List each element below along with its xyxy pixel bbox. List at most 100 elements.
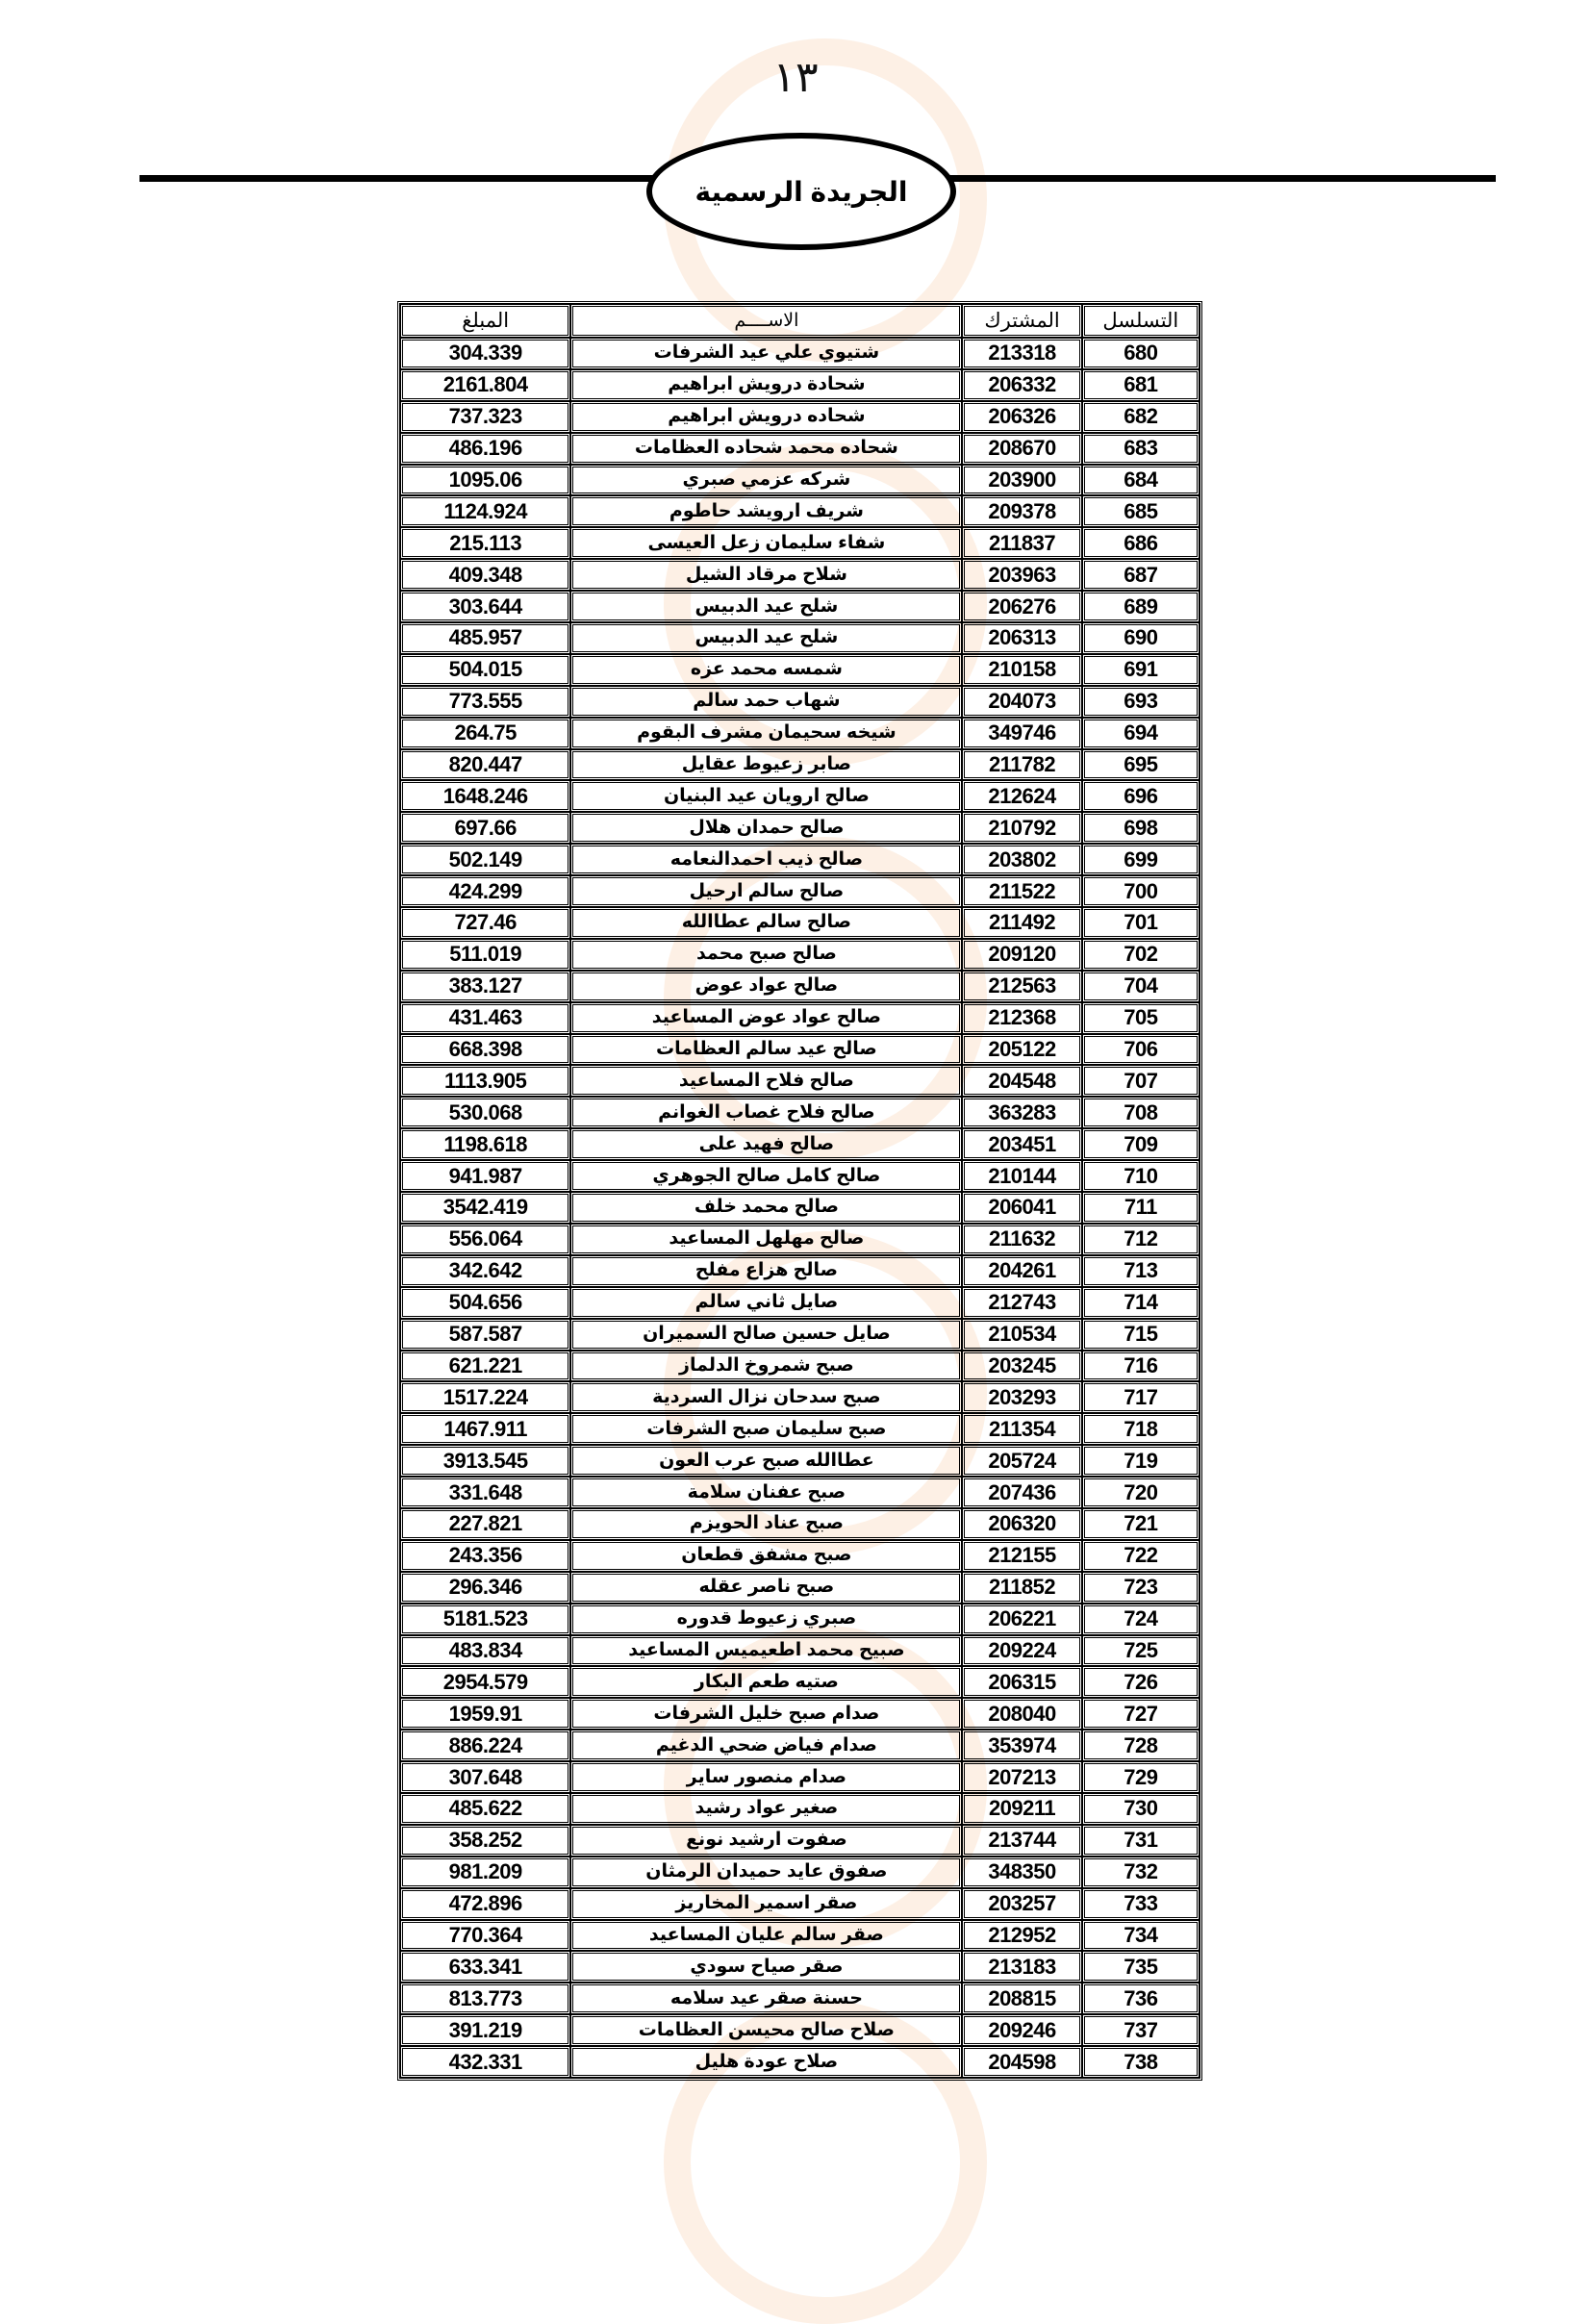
amount-cell: 485.622 xyxy=(400,1792,571,1825)
name-cell: صبح شمروخ الدلماز xyxy=(570,1350,963,1382)
serial-cell: 737 xyxy=(1081,2014,1200,2047)
table-row: 735 213183 صقر صياح سودي 633.341 xyxy=(400,1951,1200,1983)
name-cell: صالح هزاع مفلح xyxy=(570,1254,963,1287)
table-row: 689 206276 شلح عيد الدبيس 303.644 xyxy=(400,591,1200,623)
subscriber-cell: 349746 xyxy=(962,717,1082,749)
subscriber-cell: 203802 xyxy=(962,844,1082,876)
amount-cell: 307.648 xyxy=(400,1761,571,1793)
amount-cell: 391.219 xyxy=(400,2014,571,2047)
amount-cell: 770.364 xyxy=(400,1919,571,1952)
subscriber-cell: 209224 xyxy=(962,1634,1082,1667)
amount-cell: 727.46 xyxy=(400,907,571,939)
subscriber-cell: 211354 xyxy=(962,1413,1082,1446)
name-cell: صايل حسين صالح السميران xyxy=(570,1318,963,1351)
table-row: 736 208815 حسنة صقر عيد سلامه 813.773 xyxy=(400,1983,1200,2015)
amount-cell: 485.957 xyxy=(400,622,571,654)
subscriber-cell: 205724 xyxy=(962,1445,1082,1478)
amount-cell: 820.447 xyxy=(400,748,571,781)
name-cell: صفوق عايد حميدان الرمثان xyxy=(570,1856,963,1888)
table-row: 694 349746 شيخه سحيمان مشرف البقوم 264.75 xyxy=(400,717,1200,749)
serial-cell: 691 xyxy=(1081,653,1200,686)
name-cell: صبح سدحان نزال السردية xyxy=(570,1381,963,1414)
table-row: 704 212563 صالح عواد عوض 383.127 xyxy=(400,970,1200,1002)
subscriber-cell: 208040 xyxy=(962,1698,1082,1730)
table-row: 682 206326 شحاده درويش ابراهيم 737.323 xyxy=(400,400,1200,433)
amount-cell: 486.196 xyxy=(400,432,571,465)
table-row: 730 209211 صغير عواد رشيد 485.622 xyxy=(400,1792,1200,1825)
amount-cell: 3913.545 xyxy=(400,1445,571,1478)
name-cell: شمسه محمد عزه xyxy=(570,653,963,686)
table-row: 696 212624 صالح ارويان عيد البنيان 1648.246 xyxy=(400,780,1200,813)
subscriber-cell: 353974 xyxy=(962,1730,1082,1762)
amount-cell: 1124.924 xyxy=(400,495,571,528)
subscriber-cell: 212155 xyxy=(962,1539,1082,1572)
subscriber-cell: 207436 xyxy=(962,1477,1082,1508)
amount-cell: 886.224 xyxy=(400,1730,571,1762)
serial-cell: 721 xyxy=(1081,1507,1200,1540)
amount-cell: 331.648 xyxy=(400,1477,571,1508)
subscriber-cell: 209211 xyxy=(962,1792,1082,1825)
table-row: 680 213318 شتيوي علي عيد الشرفات 304.339 xyxy=(400,338,1200,369)
subscriber-cell: 211837 xyxy=(962,527,1082,560)
table-row: 712 211632 صالح مهلهل المساعيد 556.064 xyxy=(400,1223,1200,1255)
amount-cell: 502.149 xyxy=(400,844,571,876)
serial-cell: 731 xyxy=(1081,1824,1200,1857)
name-cell: صالح عيد سالم العظامات xyxy=(570,1033,963,1066)
name-cell: صتيه طعم البكار xyxy=(570,1666,963,1699)
amount-cell: 1648.246 xyxy=(400,780,571,813)
table-row: 715 210534 صايل حسين صالح السميران 587.587 xyxy=(400,1318,1200,1351)
serial-cell: 706 xyxy=(1081,1033,1200,1066)
subscriber-cell: 211782 xyxy=(962,748,1082,781)
subscriber-cell: 204548 xyxy=(962,1065,1082,1098)
name-cell: شفاء سليمان زعل العيسى xyxy=(570,527,963,560)
column-header-amount: المبلغ xyxy=(400,304,571,338)
subscriber-cell: 203900 xyxy=(962,464,1082,496)
table-row: 722 212155 صبح مشفق قطعان 243.356 xyxy=(400,1539,1200,1572)
subscriber-cell: 206221 xyxy=(962,1603,1082,1635)
name-cell: صالح كامل صالح الجوهري xyxy=(570,1160,963,1193)
amount-cell: 504.015 xyxy=(400,653,571,686)
name-cell: صفوت ارشيد نونع xyxy=(570,1824,963,1857)
subscriber-cell: 206041 xyxy=(962,1192,1082,1224)
serial-cell: 722 xyxy=(1081,1539,1200,1572)
table-row: 705 212368 صالح عواد عوض المساعيد 431.463 xyxy=(400,1001,1200,1034)
name-cell: حسنة صقر عيد سلامه xyxy=(570,1983,963,2015)
name-cell: صقر صياح سودي xyxy=(570,1951,963,1983)
serial-cell: 708 xyxy=(1081,1097,1200,1129)
name-cell: صغير عواد رشيد xyxy=(570,1792,963,1825)
amount-cell: 1095.06 xyxy=(400,464,571,496)
name-cell: شيخه سحيمان مشرف البقوم xyxy=(570,717,963,749)
name-cell: صبح مشفق قطعان xyxy=(570,1539,963,1572)
serial-cell: 709 xyxy=(1081,1128,1200,1161)
name-cell: صالح عواد عوض xyxy=(570,970,963,1002)
column-header-serial: التسلسل xyxy=(1081,304,1200,338)
amount-cell: 1467.911 xyxy=(400,1413,571,1446)
table-row: 725 209224 صبيح محمد اطعيميس المساعيد 483.8… xyxy=(400,1634,1200,1667)
amount-cell: 621.221 xyxy=(400,1350,571,1382)
amount-cell: 303.644 xyxy=(400,591,571,623)
serial-cell: 728 xyxy=(1081,1730,1200,1762)
serial-cell: 687 xyxy=(1081,559,1200,592)
subscriber-cell: 207213 xyxy=(962,1761,1082,1793)
table-header-row: التسلسل المشترك الاســــم المبلغ xyxy=(400,304,1200,338)
serial-cell: 730 xyxy=(1081,1792,1200,1825)
amount-cell: 409.348 xyxy=(400,559,571,592)
amount-cell: 3542.419 xyxy=(400,1192,571,1224)
name-cell: صبح ناصر عقله xyxy=(570,1571,963,1604)
serial-cell: 713 xyxy=(1081,1254,1200,1287)
subscriber-cell: 210534 xyxy=(962,1318,1082,1351)
subscriber-cell: 213318 xyxy=(962,338,1082,369)
name-cell: صالح ارويان عيد البنيان xyxy=(570,780,963,813)
table-row: 690 206313 شلح عيد الدبيس 485.957 xyxy=(400,622,1200,654)
subscriber-cell: 348350 xyxy=(962,1856,1082,1888)
serial-cell: 719 xyxy=(1081,1445,1200,1478)
name-cell: شلح عيد الدبيس xyxy=(570,591,963,623)
subscriber-cell: 211632 xyxy=(962,1223,1082,1255)
table-row: 732 348350 صفوق عايد حميدان الرمثان 981.209 xyxy=(400,1856,1200,1888)
subscriber-cell: 204261 xyxy=(962,1254,1082,1287)
page-number: ١٣ xyxy=(772,53,819,102)
table-row: 707 204548 صالح فلاح المساعيد 1113.905 xyxy=(400,1065,1200,1098)
name-cell: صبح عناد الحويزم xyxy=(570,1507,963,1540)
name-cell: شهاب حمد سالم xyxy=(570,685,963,718)
subscriber-cell: 209120 xyxy=(962,938,1082,971)
